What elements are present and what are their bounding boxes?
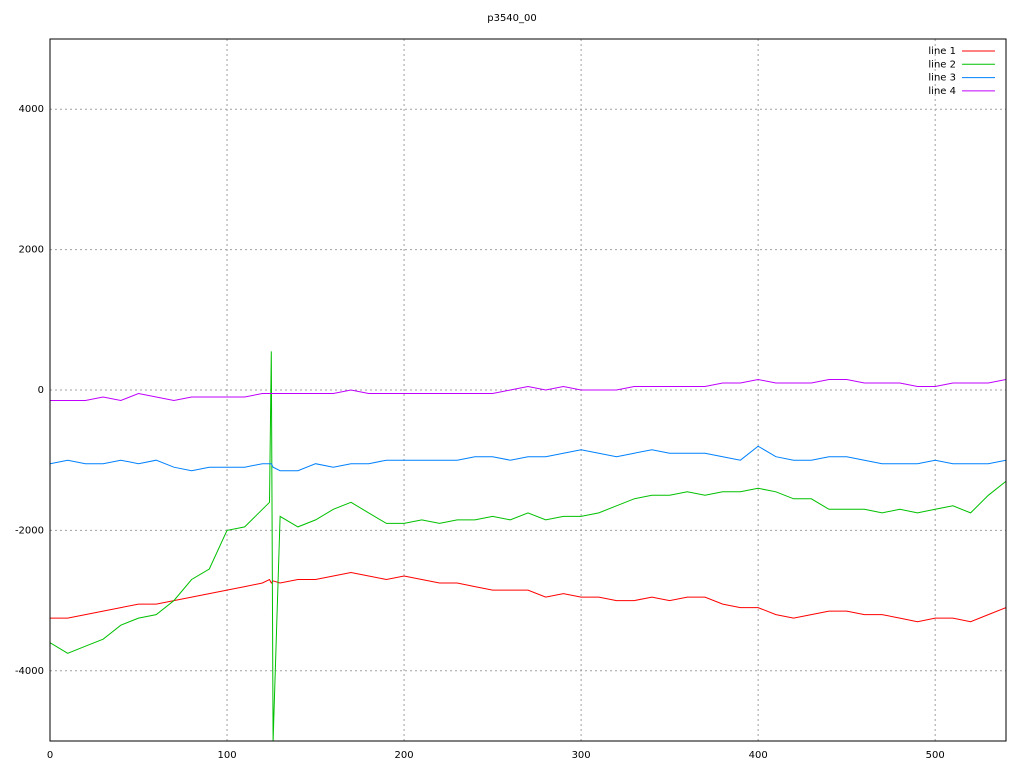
x-tick-label: 0 [47, 750, 53, 761]
y-tick-label: 0 [38, 385, 44, 396]
x-tick-label: 200 [395, 750, 414, 761]
plot-area [50, 351, 1006, 741]
legend: line 1 line 2 line 3 line 4 [928, 46, 995, 97]
chart-title: p3540_00 [487, 13, 537, 24]
legend-label: line 4 [928, 86, 956, 97]
series-line [50, 445, 1006, 472]
series-line [50, 571, 1006, 623]
legend-label: line 2 [928, 59, 956, 70]
legend-label: line 3 [928, 73, 956, 84]
y-tick-label: 2000 [19, 245, 44, 256]
x-tick-label: 100 [217, 750, 236, 761]
series-line [50, 351, 1006, 741]
x-tick-label: 300 [572, 750, 591, 761]
x-tick-label: 400 [749, 750, 768, 761]
x-tick-label: 500 [926, 750, 945, 761]
grid [49, 39, 1006, 741]
y-tick-label: 4000 [19, 104, 44, 115]
y-tick-label: -2000 [15, 525, 44, 536]
frame [49, 38, 1007, 742]
y-tick-label: -4000 [15, 666, 44, 677]
series-line [50, 378, 1006, 402]
legend-label: line 1 [928, 46, 956, 57]
